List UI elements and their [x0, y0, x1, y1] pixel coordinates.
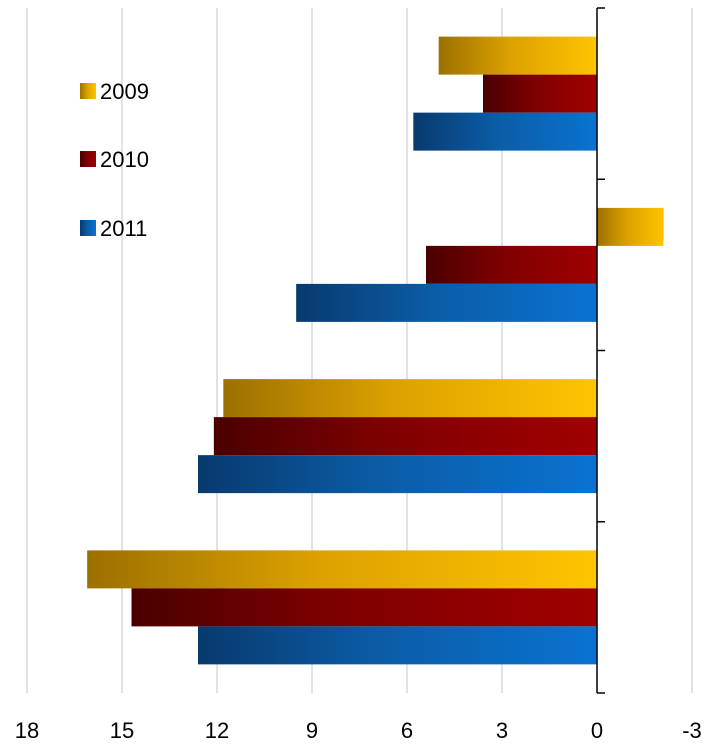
bar-2009-category-2 — [597, 207, 664, 246]
legend-label-2009: 2009 — [100, 79, 149, 104]
bar-2011-category-3 — [198, 455, 597, 494]
legend: 2009 2010 2011 — [80, 79, 149, 241]
x-tick-label: 6 — [401, 718, 413, 743]
legend-label-2011: 2011 — [100, 216, 147, 241]
bar-2010-category-1 — [483, 74, 597, 113]
x-tick-label: 9 — [306, 718, 318, 743]
x-tick-label: 15 — [110, 718, 134, 743]
value-zero-axis — [596, 7, 605, 694]
bar-2009-category-1 — [438, 36, 597, 75]
bars — [87, 36, 664, 665]
bar-2010-category-4 — [131, 588, 597, 627]
legend-swatch-2009 — [80, 83, 96, 99]
x-tick-label: 18 — [15, 718, 39, 743]
x-tick-labels: 18 15 12 9 6 3 0 -3 — [15, 718, 702, 743]
legend-swatch-2010 — [80, 151, 96, 167]
x-tick-label: 3 — [496, 718, 508, 743]
bar-2010-category-2 — [426, 245, 597, 284]
bar-2009-category-4 — [87, 550, 598, 589]
bar-2009-category-3 — [223, 379, 598, 418]
x-tick-label: -3 — [682, 718, 702, 743]
x-tick-label: 12 — [205, 718, 229, 743]
bar-2010-category-3 — [213, 417, 598, 456]
legend-swatch-2011 — [80, 220, 96, 236]
bar-2011-category-4 — [198, 626, 597, 665]
bar-2011-category-2 — [296, 283, 597, 322]
legend-label-2010: 2010 — [100, 147, 149, 172]
bar-2011-category-1 — [413, 112, 597, 151]
x-tick-label: 0 — [591, 718, 603, 743]
